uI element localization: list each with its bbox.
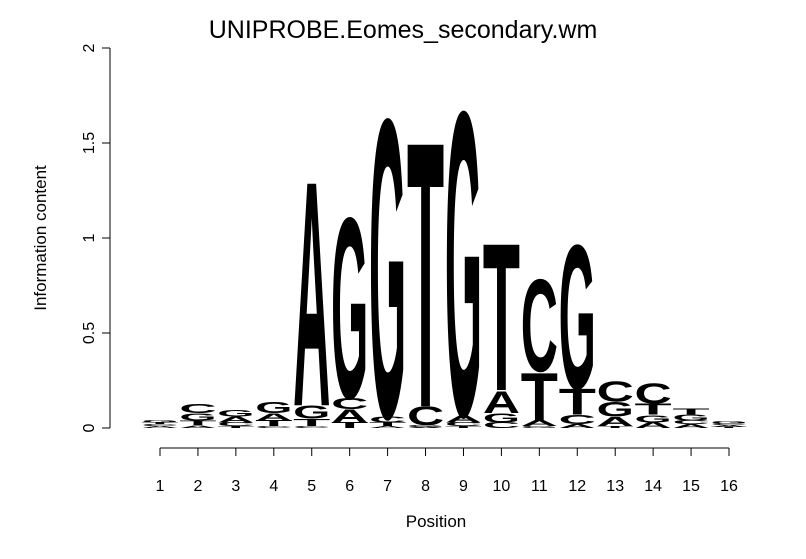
- logo-letter: A: [331, 406, 368, 427]
- x-tick-label: 7: [383, 478, 392, 495]
- logo-letter: T: [597, 426, 634, 429]
- logo-letter: A: [521, 419, 558, 428]
- logo-letter: T: [521, 359, 558, 436]
- logo-letter: T: [217, 426, 254, 429]
- logo-letter: G: [597, 398, 634, 421]
- y-tick-label: 0.5: [81, 322, 98, 344]
- logo-letter: C: [597, 375, 634, 408]
- logo-letter: A: [559, 423, 596, 429]
- logo-letter: G: [483, 410, 520, 425]
- logo-letter: A: [141, 426, 178, 429]
- y-tick-label: 0: [81, 423, 98, 432]
- logo-letter: C: [710, 423, 747, 426]
- logo-letter: G: [141, 419, 178, 423]
- logo-letter: C: [635, 377, 672, 410]
- logo-letter: A: [407, 427, 444, 428]
- logo-letter: T: [331, 421, 368, 430]
- logo-letter: G: [710, 420, 747, 424]
- logo-letter: G: [559, 204, 596, 433]
- x-tick-label: 14: [644, 478, 662, 495]
- logo-letter: G: [521, 426, 558, 429]
- chart-title: UNIPROBE.Eomes_secondary.wm: [209, 16, 598, 44]
- logo-letter: T: [407, 62, 444, 487]
- x-tick-label: 6: [345, 478, 354, 495]
- x-tick-label: 15: [682, 478, 700, 495]
- x-tick-label: 5: [307, 478, 316, 495]
- logo-letter: T: [445, 426, 482, 429]
- logo-letter: C: [521, 252, 558, 400]
- logo-letter: G: [407, 425, 444, 428]
- x-tick-label: 9: [459, 478, 468, 495]
- y-axis-label: Information content: [31, 165, 50, 311]
- logo-letter: C: [407, 402, 444, 431]
- logo-letter: A: [179, 424, 216, 428]
- x-tick-label: 4: [269, 478, 278, 495]
- logo-letter: T: [141, 422, 178, 425]
- logo-letter: C: [255, 426, 292, 429]
- logo-letter: T: [672, 408, 709, 417]
- logo-letter: T: [293, 417, 330, 429]
- logo-letter: G: [255, 399, 292, 417]
- logo-letter: A: [217, 415, 254, 424]
- logo-letter: C: [369, 415, 406, 424]
- x-tick-label: 1: [156, 478, 165, 495]
- logo-letter: A: [445, 413, 482, 425]
- logo-letter: T: [635, 401, 672, 419]
- logo-letter: A: [710, 425, 747, 428]
- logo-letter: C: [141, 424, 178, 427]
- logo-letter: C: [445, 421, 482, 427]
- logo-letter: G: [217, 408, 254, 418]
- logo-letter: C: [672, 420, 709, 426]
- y-tick-label: 1: [81, 233, 98, 242]
- logo-letter: T: [255, 419, 292, 428]
- x-tick-label: 11: [531, 478, 548, 495]
- logo-letter: G: [369, 30, 406, 508]
- logo-letter: T: [559, 381, 596, 422]
- x-tick-label: 3: [231, 478, 240, 495]
- logo-letter: C: [331, 395, 368, 413]
- x-tick-label: 10: [493, 478, 511, 495]
- logo-letter: T: [179, 419, 216, 426]
- x-tick-label: 8: [421, 478, 430, 495]
- logo-letter: A: [369, 426, 406, 429]
- logo-letter: T: [710, 427, 747, 428]
- x-tick-label: 2: [193, 478, 202, 495]
- logo-letter: G: [331, 164, 368, 453]
- logo-letter: A: [597, 414, 634, 429]
- logo-letter: C: [559, 412, 596, 427]
- logo-letter: G: [672, 413, 709, 422]
- logo-letter: G: [179, 411, 216, 423]
- logo-letter: A: [255, 411, 292, 423]
- y-tick-label: 2: [81, 43, 98, 52]
- logo-letter: A: [293, 113, 330, 474]
- logo-letter: A: [672, 423, 709, 429]
- logo-letter: T: [483, 200, 520, 436]
- logo-letter: C: [179, 401, 216, 416]
- logo-letter: A: [635, 421, 672, 430]
- x-tick-label: 16: [720, 478, 738, 495]
- y-tick-label: 1.5: [81, 132, 98, 154]
- x-tick-label: 12: [568, 478, 586, 495]
- x-tick-label: 13: [606, 478, 624, 495]
- x-axis-label: Position: [406, 512, 466, 531]
- logo-letter: A: [483, 384, 520, 419]
- logo-letter: G: [293, 402, 330, 423]
- logo-letter: T: [369, 421, 406, 427]
- logo-letter: C: [217, 421, 254, 427]
- logo-letter: G: [635, 413, 672, 425]
- logo-letter: C: [293, 426, 330, 429]
- logo-letter: C: [483, 421, 520, 430]
- logo-letter: G: [445, 20, 482, 507]
